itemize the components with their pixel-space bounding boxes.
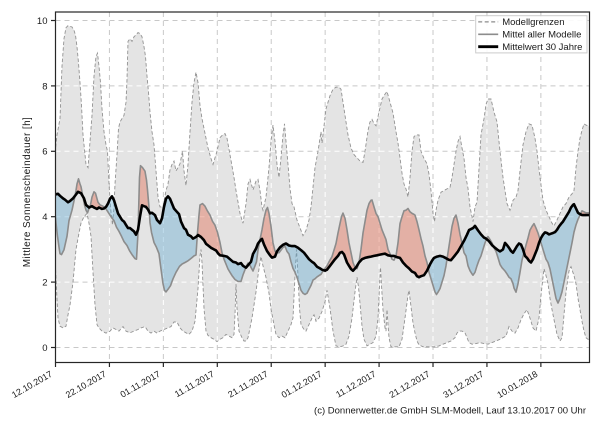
svg-text:Mittel aller Modelle: Mittel aller Modelle [502, 30, 581, 41]
svg-text:Mittlere Sonnenscheindauer [h]: Mittlere Sonnenscheindauer [h] [22, 117, 33, 267]
svg-text:8: 8 [42, 81, 47, 92]
svg-text:Mittelwert 30 Jahre: Mittelwert 30 Jahre [502, 42, 582, 53]
svg-text:10: 10 [37, 16, 48, 27]
svg-text:0: 0 [42, 343, 47, 354]
svg-text:2: 2 [42, 278, 47, 289]
svg-text:6: 6 [42, 147, 47, 158]
svg-text:Modellgrenzen: Modellgrenzen [502, 17, 564, 28]
svg-text:(c) Donnerwetter.de GmbH SLM-M: (c) Donnerwetter.de GmbH SLM-Modell, Lau… [314, 406, 586, 417]
svg-text:4: 4 [42, 212, 47, 223]
